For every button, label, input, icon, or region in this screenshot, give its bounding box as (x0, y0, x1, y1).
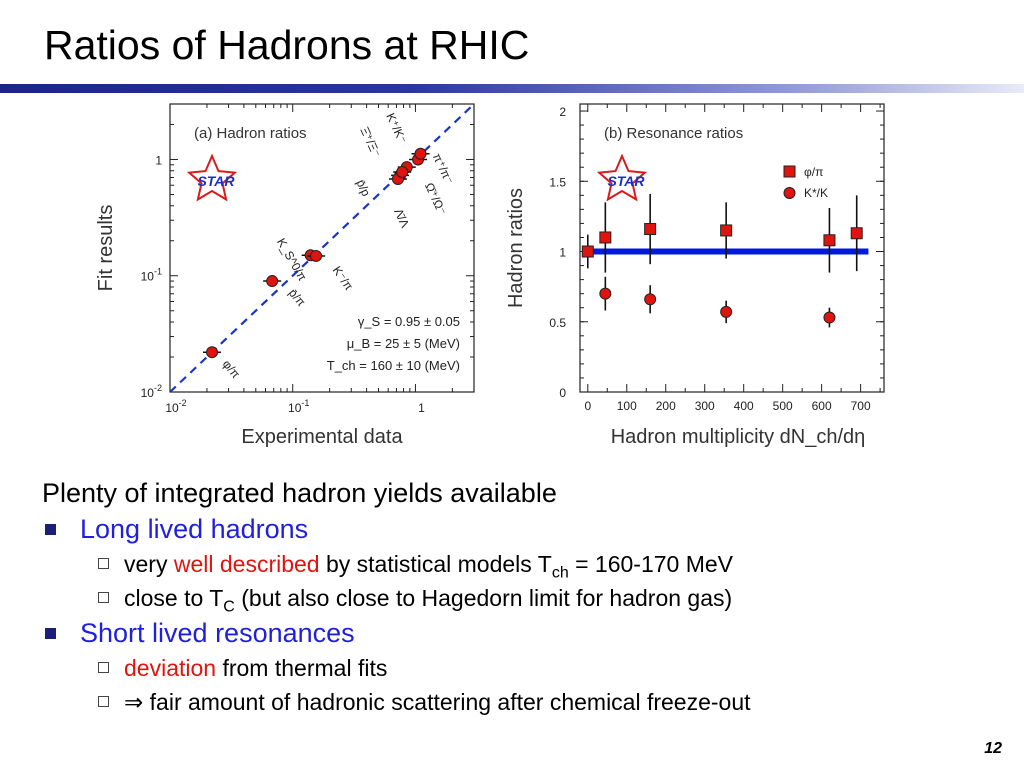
star-logo-icon (186, 153, 238, 202)
text: = 160-170 MeV (568, 551, 734, 577)
highlight-text: well described (173, 551, 320, 577)
bullet-label: Short lived resonances (80, 618, 355, 648)
point-label: p̄/p (353, 177, 373, 198)
point-label: K⁺/K⁻ (383, 111, 409, 146)
phi-pi-point (599, 231, 612, 244)
chart-hadron-ratios: 10-2 10-1 110-210-11φ/πp̄/πK_S^0/π K⁻/πΞ̄⁺/… (95, 103, 475, 448)
x-tick-label: 600 (812, 399, 832, 413)
y-tick-label: 1.5 (549, 175, 566, 189)
y-tick-label: 1 (155, 153, 162, 167)
x-tick-label: 1 (418, 401, 425, 415)
x-axis-label: Hadron multiplicity dN_ch/dη (611, 426, 866, 448)
bullet-long-lived: Long lived hadrons (42, 511, 1002, 547)
page-number: 12 (984, 740, 1002, 757)
panel-label: (b) Resonance ratios (604, 125, 743, 142)
square-bullet-icon (45, 628, 56, 639)
data-point (396, 166, 409, 179)
y-tick-label: 1 (559, 246, 566, 260)
x-tick-label: 200 (656, 399, 676, 413)
phi-pi-point (644, 223, 657, 236)
bullet-label: Long lived hadrons (80, 514, 309, 544)
phi-pi-point (850, 227, 863, 240)
implies-arrow-icon: ⇒ (124, 689, 144, 715)
kstar-k-point (720, 305, 733, 318)
text: fair amount of hadronic scattering after… (143, 689, 751, 715)
x-tick-label: 10-1 (288, 398, 309, 415)
bullet-heading: Plenty of integrated hadron yields avail… (42, 478, 557, 508)
highlight-text: deviation (124, 655, 217, 681)
x-tick-label: 10-2 (165, 398, 186, 415)
point-label: Ω̄⁺/Ω⁻ (422, 180, 449, 217)
data-point (266, 275, 279, 288)
y-tick-label: 0 (559, 386, 566, 400)
fit-annotation: γ_S = 0.95 ± 0.05 (358, 314, 460, 329)
bullet-list: Plenty of integrated hadron yields avail… (42, 472, 1002, 719)
y-tick-label: 0.5 (549, 316, 566, 330)
point-label: p̄/π (286, 286, 308, 309)
legend-label: K*/K (804, 186, 828, 200)
legend-square-icon (783, 165, 796, 178)
x-tick-label: 300 (695, 399, 715, 413)
x-tick-label: 400 (734, 399, 754, 413)
plot-frame (169, 103, 475, 393)
phi-pi-point (720, 224, 733, 237)
star-logo-text: STAR (607, 173, 645, 189)
x-tick-label: 500 (773, 399, 793, 413)
fit-annotation: T_ch = 160 ± 10 (MeV) (327, 358, 460, 373)
hollow-square-bullet-icon (98, 558, 109, 569)
point-label: Ξ̄⁺/Ξ⁻ (357, 125, 383, 160)
star-logo-icon (596, 153, 648, 202)
subscript: C (223, 598, 235, 616)
legend-circle-icon (783, 187, 796, 199)
subscript: ch (551, 564, 569, 582)
panel-label: (a) Hadron ratios (194, 125, 307, 142)
hollow-square-bullet-icon (98, 592, 109, 603)
kstar-k-point (644, 293, 657, 306)
data-point (206, 346, 219, 359)
chart-resonance-ratios: 0 100 200 300 400 500 600 700 0 0.5 1 1.5 2 (b) Reson… (505, 103, 885, 448)
kstar-k-point (599, 287, 612, 300)
plot-frame (579, 103, 885, 393)
sub-bullet-close-to-tc: close to TC (but also close to Hagedorn … (42, 581, 1002, 616)
y-axis-label: Fit results (95, 205, 117, 292)
x-tick-label: 0 (584, 399, 591, 413)
hollow-square-bullet-icon (98, 696, 109, 707)
legend-label: φ/π (804, 165, 823, 179)
phi-pi-point (581, 245, 594, 258)
y-tick-label: 10-1 (141, 267, 162, 284)
square-bullet-icon (45, 524, 56, 535)
point-label: Λ̄/Λ (391, 206, 412, 229)
x-axis-label: Experimental data (241, 426, 403, 448)
bullet-short-lived: Short lived resonances (42, 615, 1002, 651)
data-point (414, 147, 427, 160)
sub-bullet-well-described: very well described by statistical model… (42, 547, 1002, 582)
text: very (124, 551, 174, 577)
text: (but also close to Hagedorn limit for ha… (234, 585, 733, 611)
star-logo-text: STAR (197, 173, 235, 189)
text: from thermal fits (216, 655, 388, 681)
y-tick-label: 10-2 (141, 383, 162, 400)
title-rule (0, 84, 1024, 93)
kstar-k-point (823, 311, 836, 324)
sub-bullet-deviation: deviation from thermal fits (42, 651, 1002, 685)
x-tick-label: 700 (851, 399, 871, 413)
text: by statistical models T (319, 551, 552, 577)
data-point (310, 249, 323, 262)
point-label: φ/π (220, 357, 243, 381)
point-label: K⁻/π (330, 264, 356, 293)
hollow-square-bullet-icon (98, 662, 109, 673)
fit-annotation: μ_B = 25 ± 5 (MeV) (347, 336, 460, 351)
y-tick-label: 2 (559, 105, 566, 119)
text: close to T (124, 585, 224, 611)
x-tick-label: 100 (617, 399, 637, 413)
y-axis-label: Hadron ratios (505, 188, 527, 308)
slide-title: Ratios of Hadrons at RHIC (44, 22, 530, 68)
phi-pi-point (823, 234, 836, 247)
sub-bullet-scattering: ⇒ fair amount of hadronic scattering aft… (42, 685, 1002, 719)
